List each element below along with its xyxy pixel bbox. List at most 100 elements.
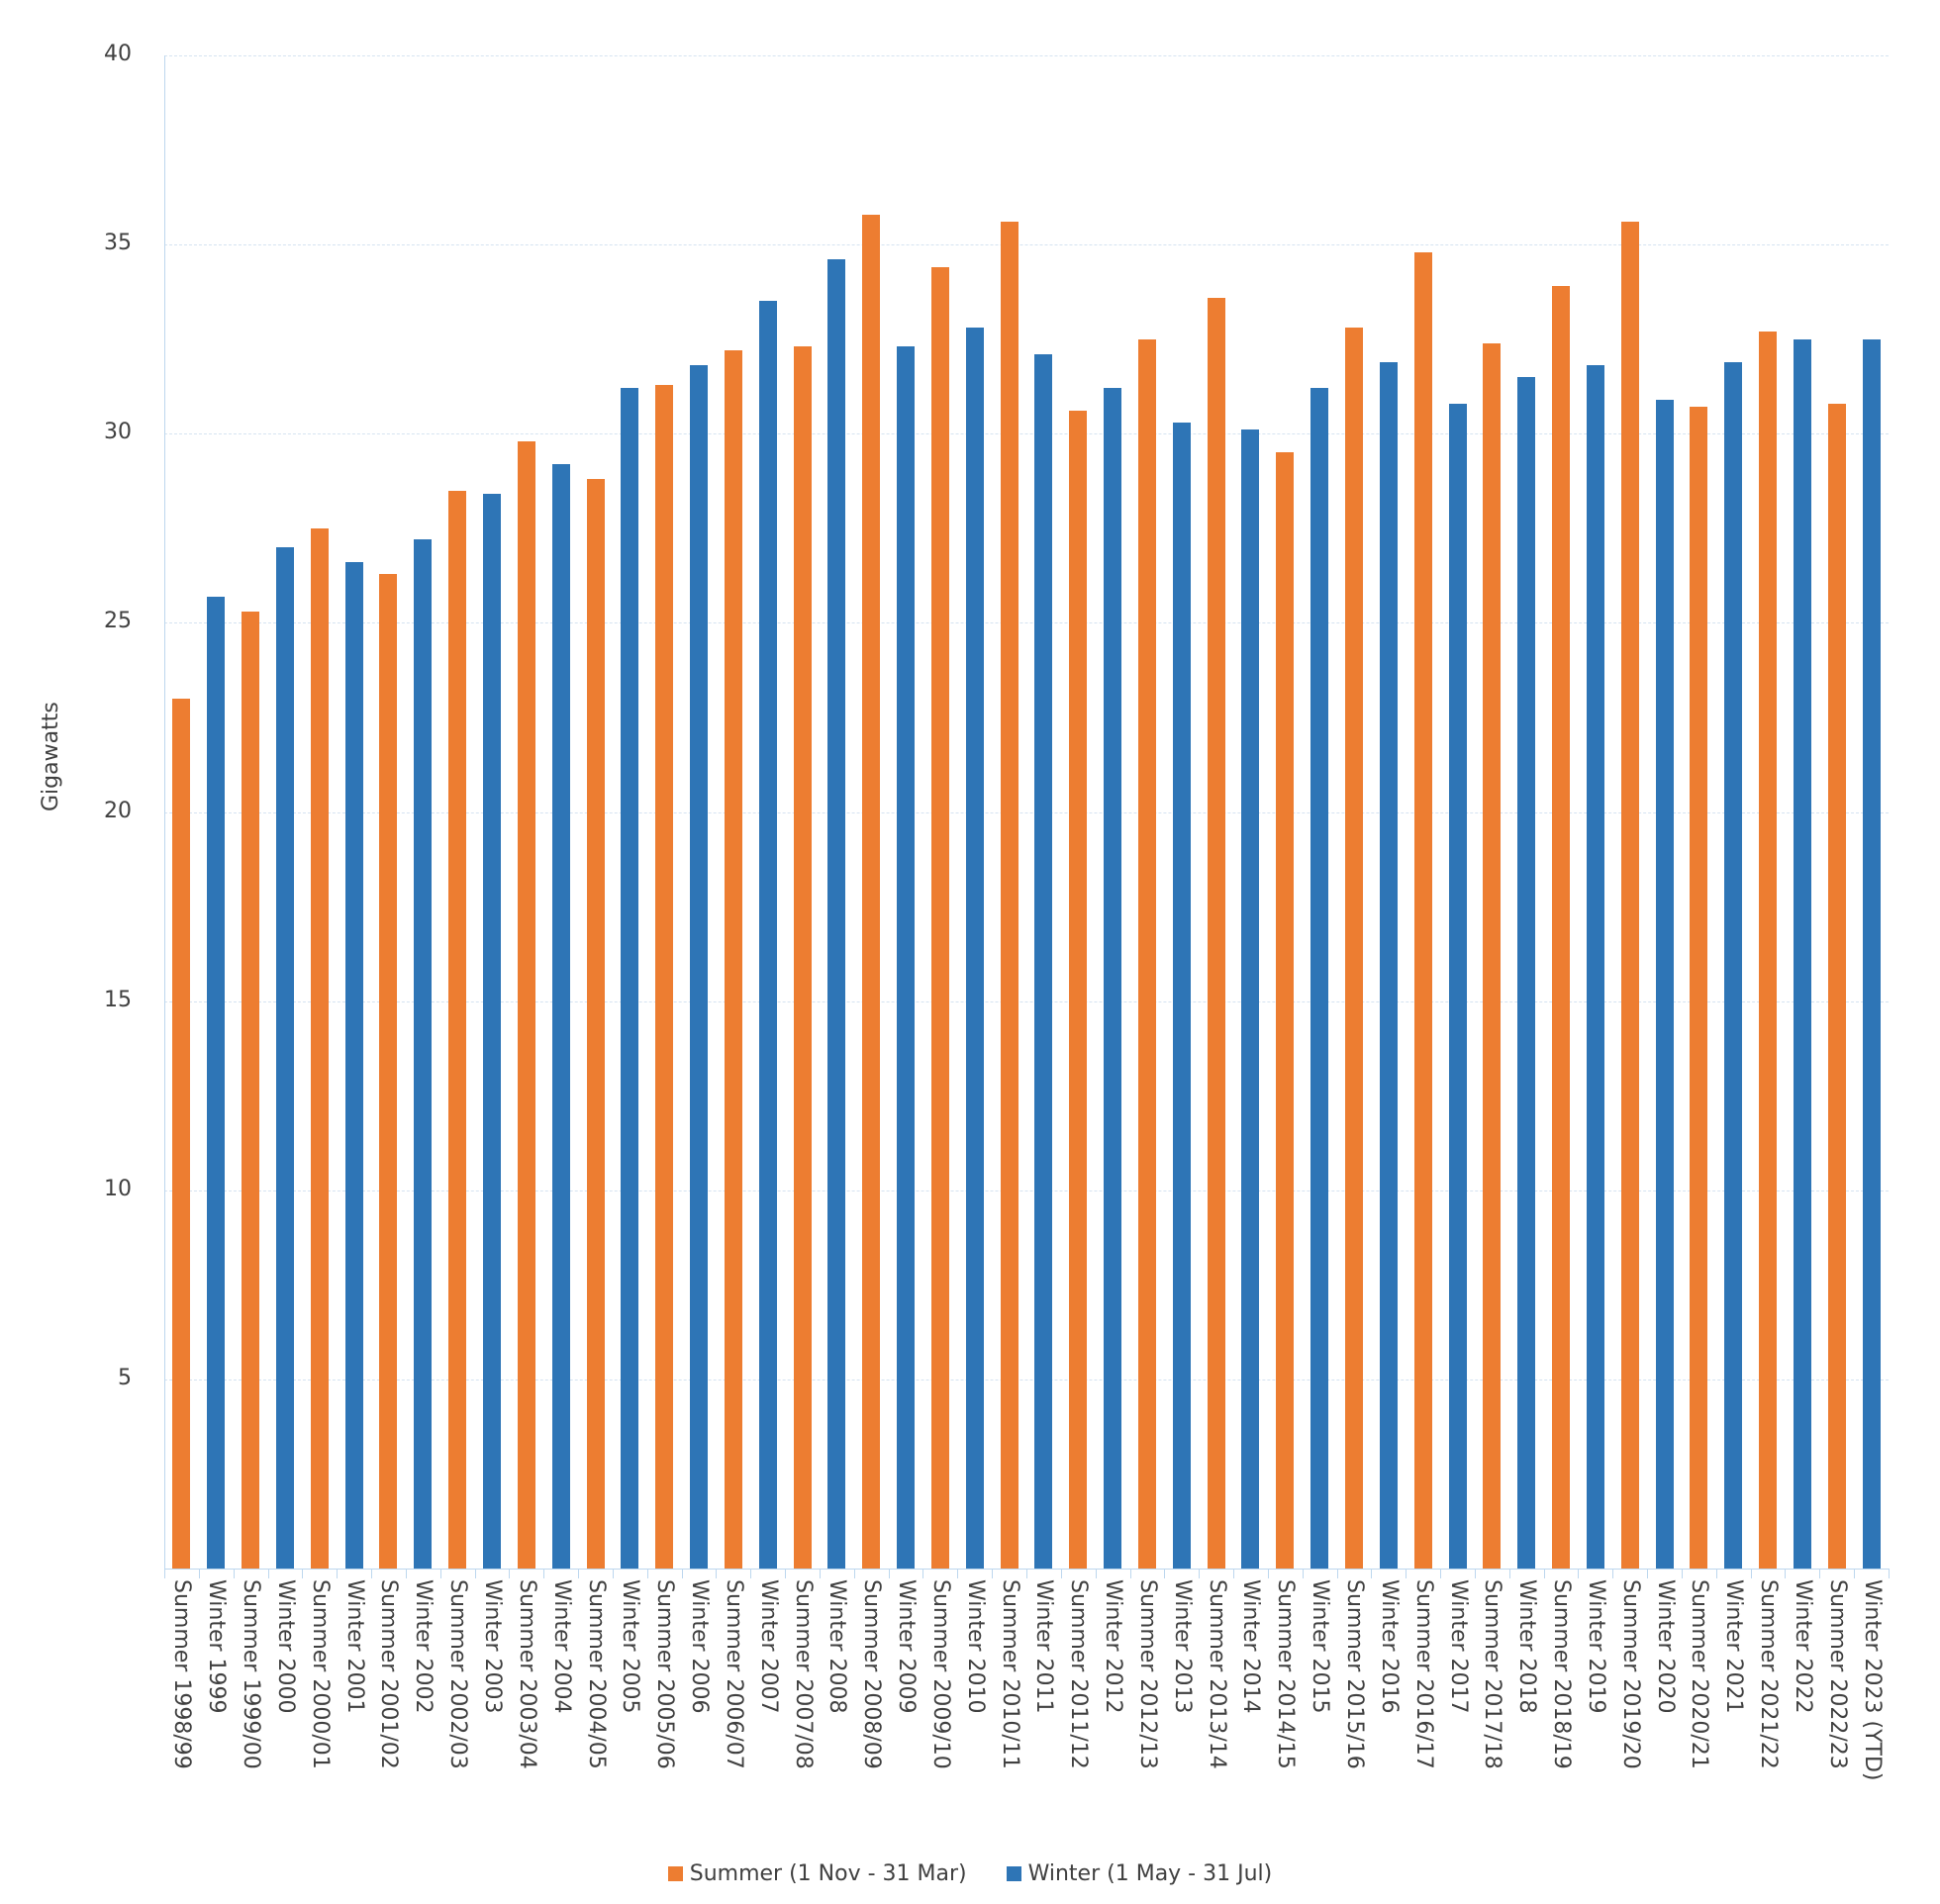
bar-winter[interactable] — [1380, 362, 1398, 1569]
bar-summer[interactable] — [1483, 343, 1501, 1569]
x-tick-mark — [1061, 1569, 1062, 1578]
bar-winter[interactable] — [1173, 423, 1191, 1569]
x-tick-mark — [922, 1569, 923, 1578]
bar-winter[interactable] — [414, 539, 432, 1569]
bar-summer[interactable] — [311, 528, 329, 1569]
bar-winter[interactable] — [276, 547, 294, 1569]
bar-summer[interactable] — [862, 215, 880, 1569]
x-tick-mark — [1199, 1569, 1200, 1578]
bar-summer[interactable] — [242, 612, 259, 1569]
bar-winter[interactable] — [207, 597, 225, 1569]
x-tick-mark — [820, 1569, 821, 1578]
summer-swatch-icon — [667, 1866, 683, 1881]
bar-summer[interactable] — [1690, 407, 1707, 1569]
x-tick-label: Summer 2009/10 — [928, 1579, 953, 1769]
x-tick-label: Summer 2010/11 — [998, 1579, 1022, 1769]
x-tick-mark — [475, 1569, 476, 1578]
x-tick-label: Summer 2007/08 — [791, 1579, 816, 1769]
x-tick-mark — [1751, 1569, 1752, 1578]
bar-winter[interactable] — [897, 346, 915, 1569]
y-tick-label: 40 — [104, 42, 132, 66]
x-tick-mark — [1578, 1569, 1579, 1578]
x-tick-mark — [543, 1569, 544, 1578]
legend: Summer (1 Nov - 31 Mar) Winter (1 May - … — [0, 1861, 1940, 1886]
bar-winter[interactable] — [1794, 339, 1811, 1569]
x-tick-mark — [1819, 1569, 1820, 1578]
bar-summer[interactable] — [448, 491, 466, 1569]
gridline — [164, 433, 1889, 434]
bar-winter[interactable] — [827, 259, 845, 1569]
legend-item-summer[interactable]: Summer (1 Nov - 31 Mar) — [667, 1861, 967, 1886]
y-tick-label: 20 — [104, 799, 132, 823]
bar-winter[interactable] — [621, 388, 638, 1569]
bar-winter[interactable] — [1863, 339, 1881, 1569]
x-tick-label: Summer 2020/21 — [1687, 1579, 1711, 1769]
bar-summer[interactable] — [1138, 339, 1156, 1569]
bar-winter[interactable] — [1310, 388, 1328, 1569]
x-tick-label: Winter 2017 — [1446, 1579, 1471, 1714]
x-tick-label: Summer 2002/03 — [445, 1579, 470, 1769]
x-tick-label: Winter 2009 — [894, 1579, 919, 1714]
bar-summer[interactable] — [1621, 222, 1639, 1569]
gridline — [164, 55, 1889, 56]
bar-summer[interactable] — [172, 699, 190, 1569]
x-tick-label: Winter 2005 — [618, 1579, 642, 1714]
bar-winter[interactable] — [483, 494, 501, 1569]
bar-winter[interactable] — [345, 562, 363, 1569]
gridline — [164, 1190, 1889, 1191]
x-tick-mark — [1268, 1569, 1269, 1578]
bar-winter[interactable] — [966, 328, 984, 1569]
x-tick-label: Winter 2019 — [1584, 1579, 1608, 1714]
x-tick-mark — [1509, 1569, 1510, 1578]
bar-summer[interactable] — [1001, 222, 1018, 1569]
bar-summer[interactable] — [655, 385, 673, 1569]
gridline — [164, 244, 1889, 245]
bar-summer[interactable] — [1208, 298, 1225, 1569]
gridline — [164, 812, 1889, 813]
bar-summer[interactable] — [1069, 411, 1087, 1569]
winter-swatch-icon — [1006, 1866, 1021, 1881]
bar-summer[interactable] — [1759, 332, 1777, 1569]
x-tick-label: Summer 2017/18 — [1480, 1579, 1504, 1769]
x-tick-label: Winter 2008 — [824, 1579, 849, 1714]
x-tick-label: Winter 2018 — [1514, 1579, 1539, 1714]
bar-winter[interactable] — [1724, 362, 1742, 1569]
x-tick-mark — [716, 1569, 717, 1578]
bar-winter[interactable] — [1656, 400, 1674, 1569]
bar-winter[interactable] — [1449, 404, 1467, 1569]
bar-winter[interactable] — [759, 301, 777, 1569]
bar-winter[interactable] — [1587, 365, 1604, 1569]
x-tick-label: Summer 2006/07 — [722, 1579, 746, 1769]
x-tick-mark — [1233, 1569, 1234, 1578]
bar-summer[interactable] — [518, 441, 535, 1569]
x-tick-label: Summer 2021/22 — [1756, 1579, 1781, 1769]
bar-winter[interactable] — [1104, 388, 1121, 1569]
legend-item-winter[interactable]: Winter (1 May - 31 Jul) — [1006, 1861, 1272, 1886]
bar-winter[interactable] — [552, 464, 570, 1569]
bar-summer[interactable] — [1345, 328, 1363, 1569]
bar-winter[interactable] — [1241, 429, 1259, 1569]
bar-summer[interactable] — [587, 479, 605, 1569]
x-tick-label: Winter 2023 (YTD) — [1860, 1579, 1885, 1781]
bar-summer[interactable] — [1276, 452, 1294, 1569]
x-tick-label: Summer 2001/02 — [376, 1579, 401, 1769]
x-tick-mark — [164, 1569, 165, 1578]
x-tick-mark — [992, 1569, 993, 1578]
bar-winter[interactable] — [690, 365, 708, 1569]
bar-summer[interactable] — [1828, 404, 1846, 1569]
x-tick-mark — [234, 1569, 235, 1578]
bar-summer[interactable] — [1552, 286, 1570, 1569]
bar-summer[interactable] — [379, 574, 397, 1569]
bar-summer[interactable] — [1414, 252, 1432, 1569]
x-tick-mark — [854, 1569, 855, 1578]
bar-winter[interactable] — [1517, 377, 1535, 1569]
x-tick-label: Summer 2000/01 — [308, 1579, 333, 1769]
bar-summer[interactable] — [794, 346, 812, 1569]
x-tick-mark — [613, 1569, 614, 1578]
bar-summer[interactable] — [725, 350, 742, 1569]
x-tick-label: Winter 2003 — [480, 1579, 505, 1714]
x-tick-mark — [268, 1569, 269, 1578]
bar-summer[interactable] — [931, 267, 949, 1569]
bar-winter[interactable] — [1034, 354, 1052, 1569]
